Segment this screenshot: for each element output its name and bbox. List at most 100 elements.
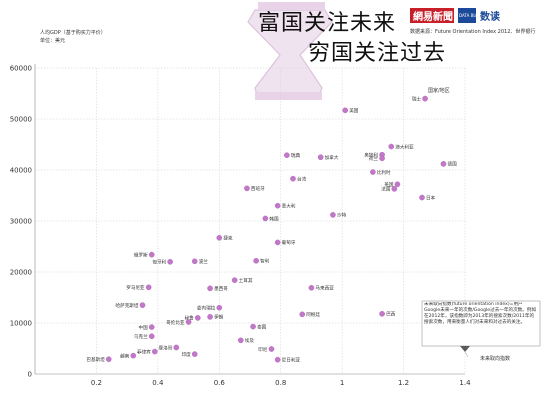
y-axis-label: 人均GDP（基于购买力平价） xyxy=(40,29,106,36)
data-point-label: 墨西哥 xyxy=(214,286,228,292)
data-point xyxy=(250,323,256,330)
legend-label: 国家/地区 xyxy=(428,87,450,94)
data-point xyxy=(262,215,269,222)
y-tick-label: 0 xyxy=(28,371,32,379)
data-point-label: 泰国 xyxy=(257,323,267,330)
data-point-label: 英国 xyxy=(384,181,394,188)
data-point xyxy=(253,257,259,264)
data-point-label: 尼日利亚 xyxy=(282,357,301,364)
data-point xyxy=(216,304,223,311)
data-point xyxy=(274,202,281,209)
data-point-label: 加拿大 xyxy=(325,154,339,161)
data-point-label: 奥地利 xyxy=(364,152,378,159)
data-point-label: 越南 xyxy=(120,352,130,359)
data-point-label: 匈牙利 xyxy=(152,259,166,266)
data-point xyxy=(317,154,324,161)
data-point-label: 埃及 xyxy=(245,337,255,344)
x-tick-label: 0.6 xyxy=(214,379,226,387)
definition-note: 未来取向指数(future orientation index)=用户Googl… xyxy=(421,300,541,358)
data-point xyxy=(167,258,173,265)
data-point xyxy=(274,356,281,363)
data-point xyxy=(148,324,155,330)
brand-badge: DATA BLOG xyxy=(459,13,482,18)
brand-logo: 網易新聞 DATA BLOG 数读 xyxy=(410,8,500,23)
data-point xyxy=(440,161,447,167)
data-point xyxy=(244,185,250,192)
data-point-label: 土耳其 xyxy=(239,277,253,284)
data-point-label: 伊朗 xyxy=(214,314,224,321)
data-point-label: 哈萨克斯坦 xyxy=(116,302,139,309)
data-point-label: 意大利 xyxy=(282,203,296,210)
data-point xyxy=(237,337,244,344)
data-point-label: 葡萄牙 xyxy=(282,239,296,246)
data-point-label: 印尼 xyxy=(258,346,268,353)
y-tick-label: 50000 xyxy=(10,116,32,124)
data-point xyxy=(207,314,213,320)
data-point xyxy=(139,302,146,308)
x-tick-label: 0.4 xyxy=(152,379,164,387)
y-tick-label: 20000 xyxy=(10,269,32,277)
brand-suffix: 数读 xyxy=(480,10,500,23)
data-point xyxy=(173,344,180,351)
hourglass-icon xyxy=(247,2,333,100)
data-point-label: 沙特 xyxy=(337,212,347,219)
gridlines xyxy=(35,67,466,374)
data-point-label: 捷克 xyxy=(223,235,233,242)
note-text: 未来取向指数(future orientation index)=用户Googl… xyxy=(424,302,537,325)
data-point-label: 台湾 xyxy=(297,175,307,182)
data-point xyxy=(391,186,398,192)
data-point-label: 瑞典 xyxy=(291,152,301,159)
data-point-label: 阿根廷 xyxy=(306,311,320,318)
data-point xyxy=(194,315,201,321)
data-point xyxy=(290,175,296,182)
data-point xyxy=(370,169,376,175)
data-point xyxy=(145,284,152,291)
data-point-label: 俄罗斯 xyxy=(134,251,148,258)
y-tick-label: 40000 xyxy=(10,167,32,175)
y-tick-label: 60000 xyxy=(10,65,32,73)
data-point xyxy=(379,311,385,317)
data-point xyxy=(268,346,275,352)
data-point xyxy=(105,356,112,363)
x-tick-label: 1.4 xyxy=(459,379,471,387)
data-point xyxy=(191,351,198,357)
data-point xyxy=(207,285,213,292)
data-point xyxy=(342,107,349,114)
data-point-label: 中国 xyxy=(139,324,149,331)
data-point xyxy=(130,352,137,359)
x-tick-label: 0.8 xyxy=(275,379,286,387)
data-point xyxy=(299,311,306,318)
x-axis-label: 未来取向指数 xyxy=(480,355,510,362)
data-point-label: 西班牙 xyxy=(251,185,265,192)
data-point xyxy=(148,251,155,258)
data-point-label: 法国 xyxy=(381,186,391,193)
axes: 0 10000 20000 30000 40000 50000 60000 0.2 0.4 0.6… xyxy=(10,64,471,387)
y-tick-label: 10000 xyxy=(10,320,32,328)
data-point xyxy=(394,181,401,188)
data-point xyxy=(308,285,315,291)
x-tick-label: 0.2 xyxy=(91,379,102,387)
data-point xyxy=(419,194,425,201)
data-point xyxy=(191,258,198,265)
data-point xyxy=(284,152,290,159)
data-point-label: 巴西 xyxy=(386,312,396,318)
data-point xyxy=(216,235,223,241)
data-point-label: 波兰 xyxy=(199,258,209,265)
data-point-label: 德国 xyxy=(448,161,458,168)
data-point xyxy=(185,319,192,325)
data-point-label: 马来西亚 xyxy=(315,285,334,292)
brand-name: 網易新聞 xyxy=(413,10,453,23)
data-point-label: 秘鲁 xyxy=(185,315,195,322)
chart-title-line1: 富国关注未来 xyxy=(258,11,396,36)
data-source: 数据来源：Future Orientation Index 2012、世界银行 xyxy=(410,28,535,35)
data-point-label: 澳大利亚 xyxy=(395,143,414,150)
data-point-label: 乌克兰 xyxy=(134,333,148,340)
data-point xyxy=(330,212,336,218)
data-point-label: 印度 xyxy=(182,351,192,358)
y-axis-unit: 单位：美元 xyxy=(40,37,65,44)
data-point xyxy=(231,277,238,283)
data-point xyxy=(148,333,155,340)
data-point-label: 瑞士 xyxy=(412,95,422,102)
data-point-label: 智利 xyxy=(260,258,270,265)
